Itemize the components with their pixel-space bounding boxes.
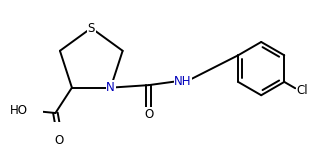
Text: HO: HO — [10, 104, 28, 117]
Text: NH: NH — [174, 75, 192, 88]
Text: O: O — [55, 134, 64, 147]
Text: Cl: Cl — [297, 84, 308, 97]
Text: N: N — [106, 81, 115, 94]
Text: O: O — [144, 108, 153, 121]
Text: S: S — [88, 21, 95, 35]
